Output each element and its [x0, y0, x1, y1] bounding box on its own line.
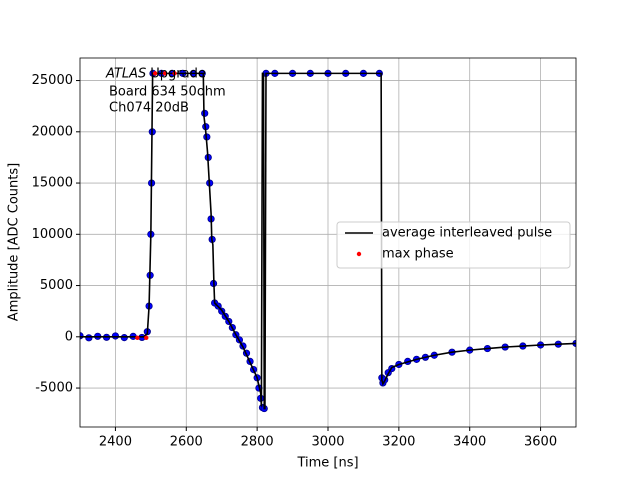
y-tick-label: 5000 [40, 278, 73, 293]
x-tick-label: 2400 [99, 435, 132, 450]
x-tick-label: 3200 [382, 435, 415, 450]
x-axis-label: Time [ns] [296, 456, 358, 471]
plot-frame [79, 57, 577, 428]
y-tick-label: 15000 [32, 176, 73, 191]
x-tick-label: 3400 [453, 435, 486, 450]
legend-label: average interleaved pulse [382, 226, 552, 241]
y-tick-label: 25000 [32, 73, 73, 88]
annotation: Ch074 20dB [109, 101, 189, 116]
y-tick-label: 0 [65, 329, 73, 344]
max-phase-point [172, 71, 177, 76]
plot-area [80, 69, 576, 413]
max-phase-point [144, 335, 149, 341]
annotation: ATLAS [105, 67, 146, 82]
x-tick-label: 3000 [311, 435, 344, 450]
max-phase-point [152, 71, 158, 76]
legend-box [336, 221, 571, 269]
y-axis-label: Amplitude [ADC Counts] [7, 163, 22, 321]
y-tick-label: -5000 [35, 381, 73, 396]
legend-label: max phase [382, 247, 454, 262]
y-tick-label: 10000 [32, 227, 73, 242]
x-tick-label: 2600 [170, 435, 203, 450]
annotation: Upgrade [150, 67, 206, 82]
annotation: Board 634 50ohm [109, 85, 226, 100]
sample-point [111, 332, 120, 340]
sample-point [85, 334, 93, 342]
sample-point [120, 334, 128, 342]
y-tick-label: 20000 [32, 124, 73, 139]
x-tick-label: 3600 [524, 435, 557, 450]
max-phase-point [162, 71, 168, 76]
x-tick-label: 2800 [241, 435, 274, 450]
legend-marker [356, 251, 362, 257]
pulse-line [80, 72, 576, 410]
max-phase-point [135, 335, 140, 341]
